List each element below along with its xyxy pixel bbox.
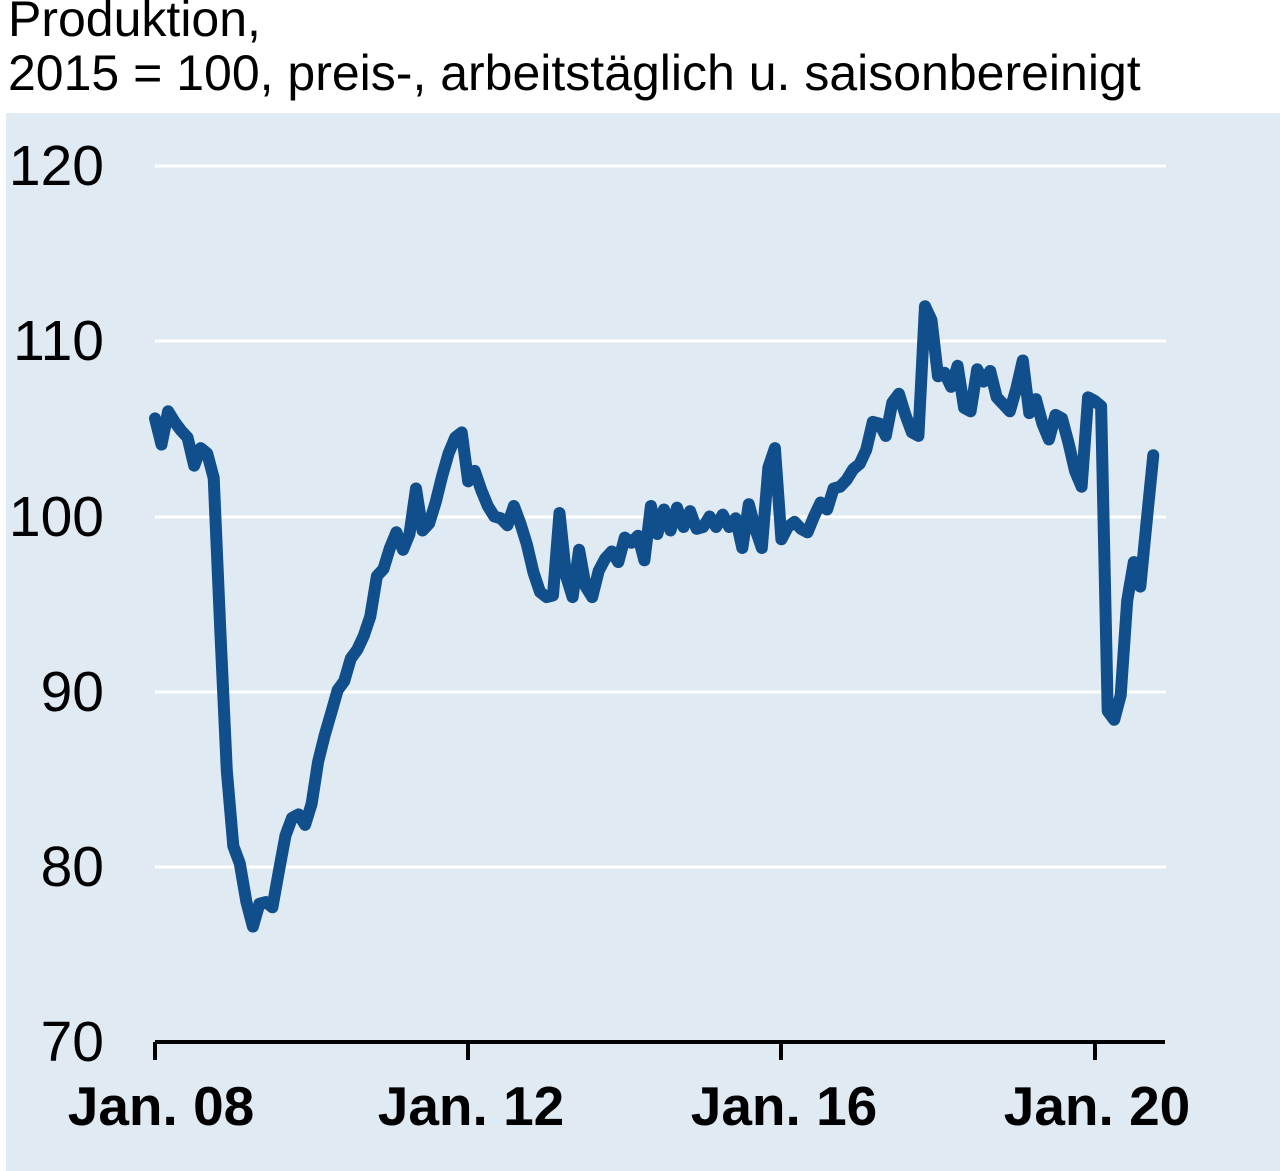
y-axis-label-120: 120 (9, 134, 104, 198)
x-axis-label-jan20: Jan. 20 (1004, 1075, 1191, 1137)
y-axis-label-110: 110 (13, 309, 104, 373)
chart-title-line1: Produktion, (8, 0, 261, 47)
y-axis-label-90: 90 (41, 660, 104, 724)
y-axis-label-70: 70 (41, 1010, 104, 1074)
y-axis-labels: 120 110 100 90 80 70 (9, 134, 104, 1074)
x-axis-label-jan08: Jan. 08 (68, 1075, 255, 1137)
chart-title-line2: 2015 = 100, preis-, arbeitstäglich u. sa… (8, 45, 1141, 101)
x-axis-labels: Jan. 08 Jan. 12 Jan. 16 Jan. 20 (68, 1075, 1191, 1137)
x-axis-ticks (153, 1042, 1097, 1060)
plot-area-background (6, 113, 1280, 1171)
y-axis-label-80: 80 (41, 835, 104, 899)
x-axis-label-jan16: Jan. 16 (691, 1075, 878, 1137)
x-axis-label-jan12: Jan. 12 (378, 1075, 565, 1137)
production-series-line (149, 300, 1160, 933)
y-axis-label-100: 100 (9, 485, 104, 549)
chart-title: Produktion, 2015 = 100, preis-, arbeitst… (8, 0, 1141, 100)
